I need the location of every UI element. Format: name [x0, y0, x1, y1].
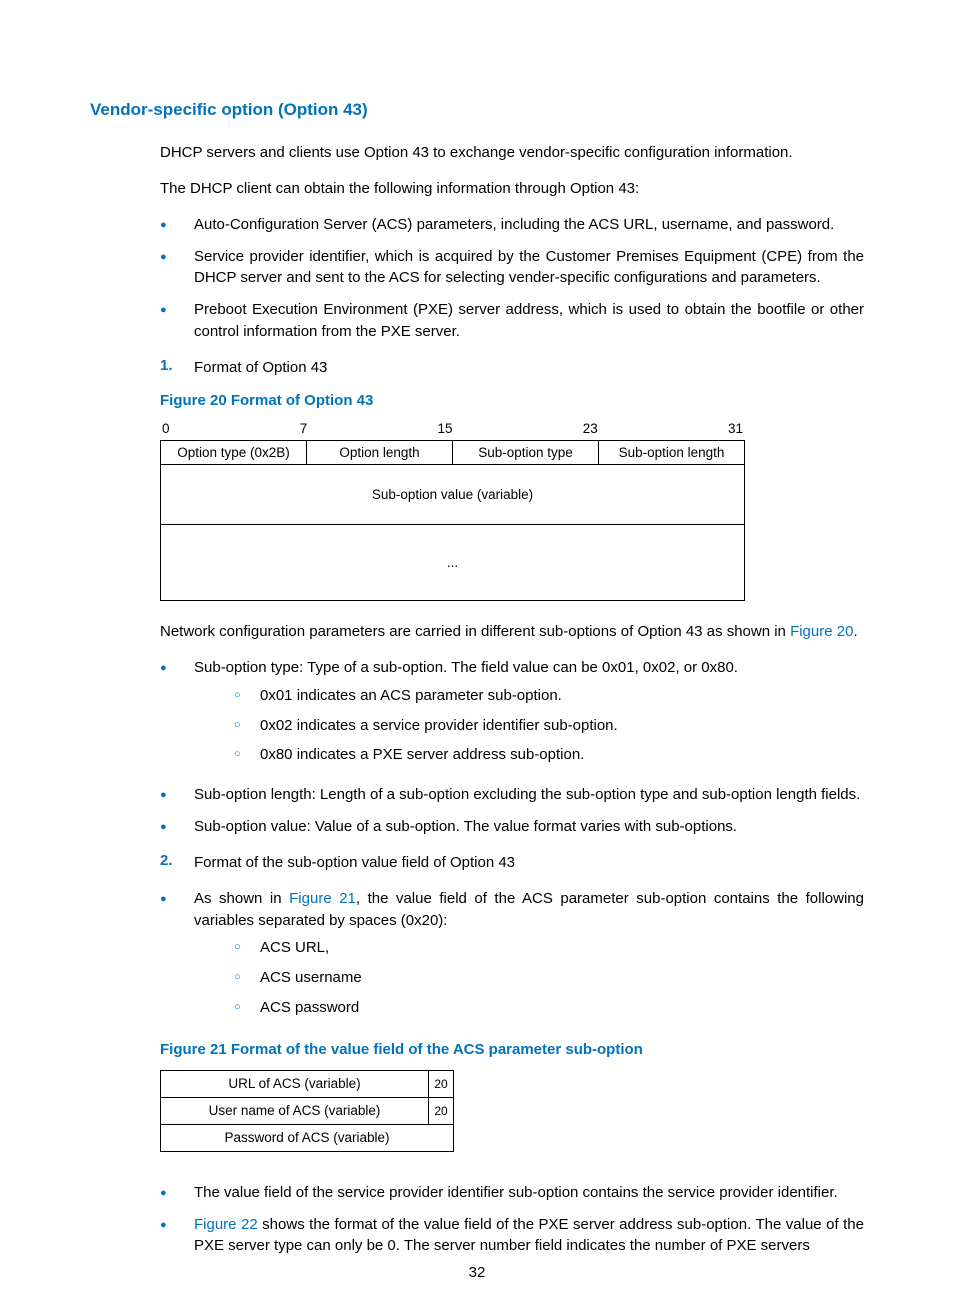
- list-item-text: Sub-option type: Type of a sub-option. T…: [194, 657, 864, 774]
- list-item: ● The value field of the service provide…: [160, 1182, 864, 1204]
- sub-list-item: ○ 0x01 indicates an ACS parameter sub-op…: [234, 685, 864, 707]
- text-span: Network configuration parameters are car…: [160, 623, 790, 640]
- sub-list-item-text: 0x01 indicates an ACS parameter sub-opti…: [260, 685, 562, 707]
- numbered-list: 1. Format of Option 43: [160, 357, 864, 379]
- packet-field: 20: [428, 1098, 453, 1124]
- bit-label: 0: [162, 421, 170, 436]
- sub-list-item: ○ ACS URL,: [234, 937, 864, 959]
- bit-ruler: 0 7 15 23 31: [160, 421, 745, 440]
- bit-label: 23: [583, 421, 598, 436]
- list-number: 2.: [160, 852, 194, 874]
- list-item-text: Figure 22 shows the format of the value …: [194, 1214, 864, 1258]
- bullet-icon: ●: [160, 657, 194, 774]
- bullet-icon: ●: [160, 299, 194, 343]
- list-item-text: Sub-option value: Value of a sub-option.…: [194, 816, 864, 838]
- list-item: 2. Format of the sub-option value field …: [160, 852, 864, 874]
- packet-field: Password of ACS (variable): [161, 1125, 453, 1151]
- text-span: Sub-option type: Type of a sub-option. T…: [194, 659, 738, 676]
- circle-icon: ○: [234, 715, 260, 737]
- circle-icon: ○: [234, 685, 260, 707]
- list-item-text: Preboot Execution Environment (PXE) serv…: [194, 299, 864, 343]
- packet-field: User name of ACS (variable): [161, 1098, 428, 1124]
- section-heading: Vendor-specific option (Option 43): [90, 100, 864, 120]
- sub-list: ○ ACS URL, ○ ACS username ○ ACS password: [234, 937, 864, 1018]
- list-item-text: Auto-Configuration Server (ACS) paramete…: [194, 214, 864, 236]
- packet-field: Sub-option length: [599, 441, 744, 464]
- list-item-text: Format of the sub-option value field of …: [194, 852, 515, 874]
- bullet-list: ● The value field of the service provide…: [160, 1182, 864, 1258]
- sub-list-item: ○ ACS password: [234, 997, 864, 1019]
- packet-field: Option length: [307, 441, 453, 464]
- packet-field: 20: [428, 1071, 453, 1097]
- sub-list-item-text: ACS URL,: [260, 937, 329, 959]
- list-item: ● Sub-option value: Value of a sub-optio…: [160, 816, 864, 838]
- bullet-icon: ●: [160, 816, 194, 838]
- circle-icon: ○: [234, 744, 260, 766]
- bullet-icon: ●: [160, 888, 194, 1027]
- bullet-icon: ●: [160, 1182, 194, 1204]
- bullet-list: ● As shown in Figure 21, the value field…: [160, 888, 864, 1027]
- bullet-icon: ●: [160, 214, 194, 236]
- figure-caption: Figure 21 Format of the value field of t…: [160, 1041, 864, 1058]
- paragraph: DHCP servers and clients use Option 43 t…: [160, 142, 864, 164]
- list-item-text: Service provider identifier, which is ac…: [194, 246, 864, 290]
- circle-icon: ○: [234, 937, 260, 959]
- list-item: ● Sub-option length: Length of a sub-opt…: [160, 784, 864, 806]
- list-item-text: The value field of the service provider …: [194, 1182, 864, 1204]
- list-item: ● Sub-option type: Type of a sub-option.…: [160, 657, 864, 774]
- table-row: Password of ACS (variable): [161, 1125, 453, 1151]
- paragraph: Network configuration parameters are car…: [160, 621, 864, 643]
- list-item-text: Format of Option 43: [194, 357, 327, 379]
- sub-list-item-text: ACS username: [260, 967, 362, 989]
- numbered-list: 2. Format of the sub-option value field …: [160, 852, 864, 874]
- sub-list: ○ 0x01 indicates an ACS parameter sub-op…: [234, 685, 864, 766]
- sub-list-item: ○ ACS username: [234, 967, 864, 989]
- sub-list-item-text: 0x02 indicates a service provider identi…: [260, 715, 618, 737]
- circle-icon: ○: [234, 997, 260, 1019]
- packet-field: Sub-option value (variable): [160, 465, 745, 525]
- bullet-list: ● Sub-option type: Type of a sub-option.…: [160, 657, 864, 838]
- table-row: URL of ACS (variable) 20: [161, 1071, 453, 1098]
- figure-21-diagram: URL of ACS (variable) 20 User name of AC…: [160, 1070, 454, 1152]
- text-span: As shown in: [194, 890, 289, 907]
- bullet-icon: ●: [160, 1214, 194, 1258]
- list-item: ● As shown in Figure 21, the value field…: [160, 888, 864, 1027]
- bit-label: 7: [300, 421, 308, 436]
- figure-link[interactable]: Figure 20: [790, 623, 853, 640]
- figure-link[interactable]: Figure 22: [194, 1216, 258, 1233]
- packet-field: ...: [160, 525, 745, 601]
- page-number: 32: [0, 1264, 954, 1281]
- list-item: ● Auto-Configuration Server (ACS) parame…: [160, 214, 864, 236]
- list-item: ● Service provider identifier, which is …: [160, 246, 864, 290]
- text-span: .: [853, 623, 857, 640]
- bit-label: 31: [728, 421, 743, 436]
- sub-list-item-text: 0x80 indicates a PXE server address sub-…: [260, 744, 584, 766]
- bullet-icon: ●: [160, 784, 194, 806]
- bit-label: 15: [437, 421, 452, 436]
- document-page: Vendor-specific option (Option 43) DHCP …: [0, 0, 954, 1311]
- sub-list-item: ○ 0x02 indicates a service provider iden…: [234, 715, 864, 737]
- list-item-text: As shown in Figure 21, the value field o…: [194, 888, 864, 1027]
- packet-field: Option type (0x2B): [161, 441, 307, 464]
- packet-field: Sub-option type: [453, 441, 599, 464]
- list-number: 1.: [160, 357, 194, 379]
- figure-link[interactable]: Figure 21: [289, 890, 356, 907]
- sub-list-item: ○ 0x80 indicates a PXE server address su…: [234, 744, 864, 766]
- table-row: User name of ACS (variable) 20: [161, 1098, 453, 1125]
- packet-field: URL of ACS (variable): [161, 1071, 428, 1097]
- figure-20-diagram: 0 7 15 23 31 Option type (0x2B) Option l…: [160, 421, 745, 601]
- packet-header-row: Option type (0x2B) Option length Sub-opt…: [160, 440, 745, 465]
- bullet-icon: ●: [160, 246, 194, 290]
- figure-caption: Figure 20 Format of Option 43: [160, 392, 864, 409]
- list-item: ● Figure 22 shows the format of the valu…: [160, 1214, 864, 1258]
- circle-icon: ○: [234, 967, 260, 989]
- list-item-text: Sub-option length: Length of a sub-optio…: [194, 784, 864, 806]
- sub-list-item-text: ACS password: [260, 997, 359, 1019]
- bullet-list: ● Auto-Configuration Server (ACS) parame…: [160, 214, 864, 343]
- list-item: 1. Format of Option 43: [160, 357, 864, 379]
- paragraph: The DHCP client can obtain the following…: [160, 178, 864, 200]
- list-item: ● Preboot Execution Environment (PXE) se…: [160, 299, 864, 343]
- text-span: shows the format of the value field of t…: [194, 1216, 864, 1255]
